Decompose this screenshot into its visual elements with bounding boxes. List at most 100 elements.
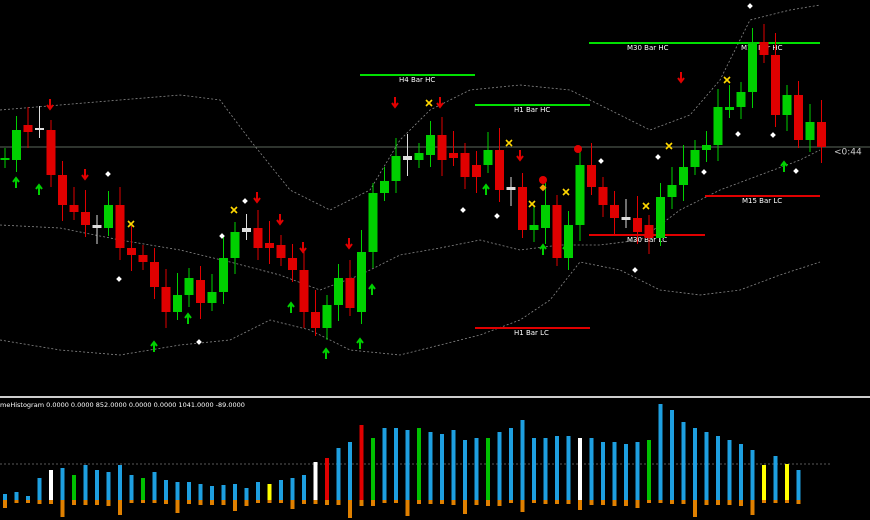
histogram-bar <box>175 482 180 500</box>
candle <box>472 165 481 177</box>
histogram-bar <box>141 500 145 503</box>
candle <box>92 225 102 228</box>
candle <box>368 193 378 252</box>
candle <box>23 125 33 132</box>
histogram-bar <box>796 470 801 500</box>
histogram-bar <box>3 494 7 500</box>
sell-arrow <box>436 97 444 109</box>
sell-arrow <box>391 97 399 109</box>
histogram-bar <box>440 434 444 500</box>
candle <box>357 252 366 312</box>
candle <box>391 156 401 181</box>
dot <box>574 145 582 153</box>
histogram-bar <box>106 500 111 506</box>
candle <box>230 232 240 258</box>
dot <box>539 176 547 184</box>
histogram-bar <box>543 438 548 500</box>
diamond <box>793 168 799 174</box>
histogram-bar <box>382 428 387 500</box>
candle <box>621 217 631 220</box>
cross <box>505 139 513 147</box>
histogram-bar <box>325 458 329 500</box>
cross <box>723 76 731 84</box>
histogram-bar <box>405 430 410 500</box>
histogram-bar <box>520 500 525 512</box>
candle <box>506 187 516 190</box>
histogram-bar <box>382 500 387 503</box>
candle <box>817 122 826 147</box>
candle <box>748 42 757 92</box>
candle <box>345 278 355 308</box>
candle <box>69 205 79 212</box>
candle <box>518 187 527 230</box>
candle <box>759 42 769 55</box>
histogram-bar <box>451 430 456 500</box>
candle <box>725 107 734 110</box>
histogram-bar <box>221 500 226 505</box>
candle <box>587 165 596 187</box>
histogram-bar <box>233 500 237 511</box>
histogram-bar <box>129 475 134 500</box>
histogram-bar <box>244 488 249 500</box>
histogram-bar <box>152 500 157 503</box>
candle <box>173 295 182 312</box>
diamond <box>219 233 225 239</box>
candle <box>437 135 447 160</box>
histogram-bar <box>635 500 640 508</box>
histogram-bar <box>256 500 260 503</box>
histogram-bar <box>72 500 76 505</box>
histogram-bar <box>233 484 237 500</box>
histogram-bar <box>198 500 203 505</box>
candle <box>541 205 550 228</box>
candle <box>207 292 217 303</box>
histogram-bar <box>543 500 548 504</box>
histogram-bar <box>497 500 502 506</box>
histogram-bar <box>624 500 628 506</box>
histogram-bar <box>129 500 134 503</box>
histogram-bar <box>152 472 157 500</box>
candle <box>311 312 320 328</box>
middle-band <box>0 149 821 291</box>
buy-arrow <box>35 183 43 195</box>
sell-arrow <box>299 242 307 254</box>
histogram-bar <box>394 428 398 500</box>
histogram-bar <box>693 428 697 500</box>
histogram-bar <box>578 500 582 510</box>
buy-arrow <box>12 176 20 188</box>
histogram-bar <box>164 480 168 500</box>
candle <box>403 156 412 160</box>
histogram-bar <box>601 500 605 505</box>
histogram-bar <box>497 432 502 500</box>
histogram-bar <box>290 478 295 500</box>
histogram-bar <box>26 500 30 503</box>
buy-arrow <box>780 160 788 172</box>
histogram-bar <box>221 485 226 500</box>
level-label: M30 Bar LC <box>627 236 667 244</box>
histogram-bar <box>336 448 341 500</box>
level-label: M30 Bar HC <box>627 44 669 52</box>
candle <box>58 175 67 205</box>
histogram-bar <box>279 480 283 500</box>
histogram-bar <box>474 438 479 500</box>
histogram-bar <box>773 456 778 500</box>
cross <box>528 200 536 208</box>
histogram-bar <box>509 500 513 503</box>
histogram-bar <box>187 500 191 504</box>
histogram-bar <box>210 500 214 505</box>
candle <box>265 243 274 248</box>
histogram-bar <box>26 496 30 500</box>
candle <box>771 55 780 115</box>
buy-arrow <box>322 347 330 359</box>
cross <box>562 188 570 196</box>
histogram-bar <box>704 432 709 500</box>
candle <box>529 225 539 230</box>
histogram-bar <box>440 500 444 504</box>
histogram-bar <box>532 500 536 503</box>
histogram-bar <box>60 500 65 517</box>
histogram-bar <box>727 500 732 505</box>
candle <box>276 245 286 258</box>
countdown: <0:44 <box>834 148 862 158</box>
cross <box>230 206 238 214</box>
candle <box>150 262 159 287</box>
candle <box>0 158 10 160</box>
